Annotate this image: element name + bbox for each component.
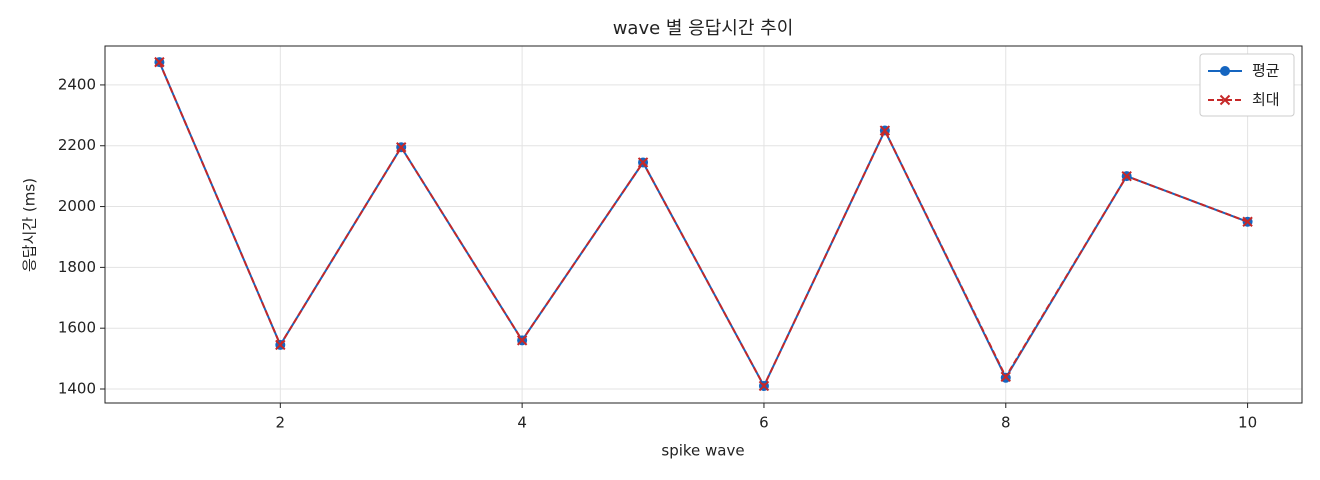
point	[154, 56, 165, 68]
legend-box	[1199, 53, 1295, 117]
point	[275, 339, 286, 351]
series-line	[158, 61, 1248, 389]
x-axis-label: spike wave	[661, 442, 744, 460]
point	[637, 157, 649, 168]
y-tick-label: 1600	[58, 319, 96, 337]
point	[516, 335, 528, 346]
point	[396, 142, 407, 153]
point	[1242, 216, 1253, 227]
y-axis-label: 응답시간 (ms)	[21, 178, 39, 272]
plot-frame	[104, 45, 1303, 404]
x-tick-label: 4	[517, 414, 527, 432]
legend-label: 최대	[1252, 91, 1280, 109]
legend-marker	[1220, 66, 1230, 76]
y-tick-label: 2200	[58, 136, 96, 154]
legend-marker	[1219, 94, 1231, 106]
y-tick-label: 2400	[58, 75, 96, 93]
x-tick-label: 10	[1238, 414, 1257, 432]
point	[1121, 170, 1132, 182]
y-tick-label: 1400	[58, 380, 96, 398]
x-tick-label: 6	[759, 414, 769, 432]
y-tick-label: 1800	[58, 258, 96, 276]
legend-label: 평균	[1252, 62, 1280, 80]
x-tick-label: 2	[276, 414, 286, 432]
chart-title: wave 별 응답시간 추이	[613, 18, 794, 39]
point	[879, 125, 891, 136]
point	[758, 380, 770, 392]
y-tick-label: 2000	[58, 197, 96, 215]
series-line	[158, 61, 1248, 389]
point	[1000, 371, 1011, 383]
x-tick-label: 8	[1001, 414, 1011, 432]
